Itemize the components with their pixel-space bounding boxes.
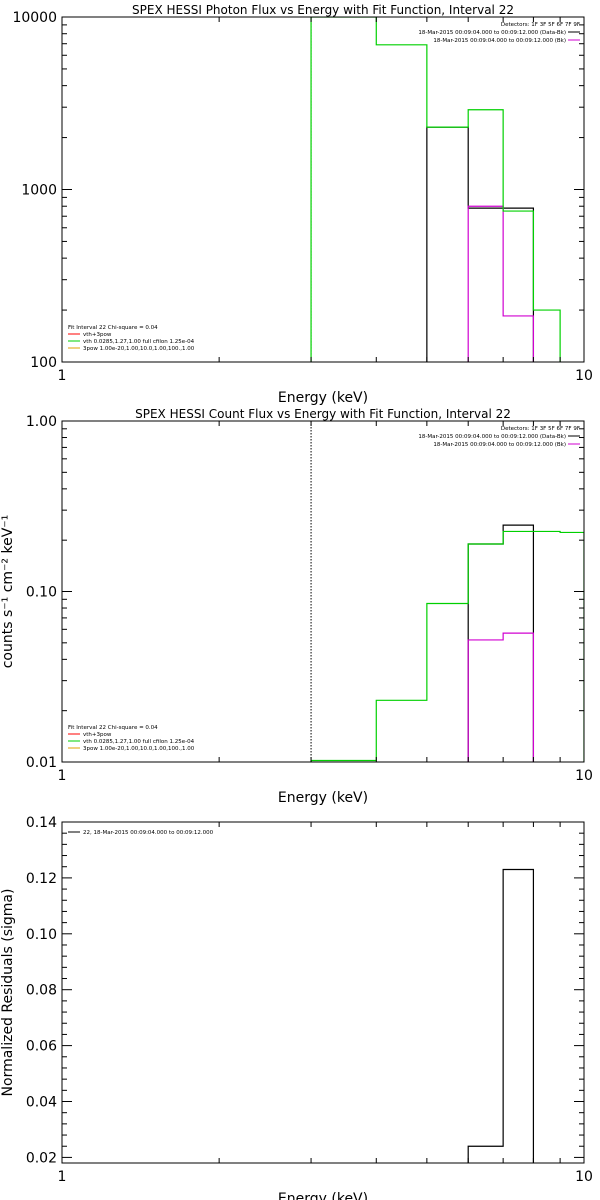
y-tick-label: 0.04	[26, 1095, 57, 1111]
legend-left-entry: vth+3pow	[83, 332, 112, 338]
axes-frame	[61, 420, 585, 763]
y-axis-label: counts s⁻¹ cm⁻² keV⁻¹	[0, 515, 16, 669]
legend-right-entry: 18-Mar-2015 00:09:04.000 to 00:09:12.000…	[433, 442, 566, 448]
chart-panel-3: 1 10 0.02 0.04 0.06 0.08 0.10 0.12 0.14 Energy (k…	[0, 815, 593, 1200]
legend-left-entry: vth 0.0285,1.27,1.00 full cfilon 1.25e-0…	[83, 739, 195, 745]
detectors-label: Detectors: 1F 3F 5F 6F 7F 9F	[501, 22, 580, 28]
detectors-label: Detectors: 1F 3F 5F 6F 7F 9F	[501, 426, 580, 432]
series-line-2	[467, 205, 535, 362]
legend-left-entry: vth 0.0285,1.27,1.00 full cfilon 1.25e-0…	[83, 339, 195, 345]
x-axis-label: Energy (keV)	[278, 390, 368, 406]
y-tick-label: 0.02	[26, 1150, 57, 1166]
series-line-3	[310, 17, 561, 362]
y-axis-label: Normalized Residuals (sigma)	[0, 889, 16, 1097]
chart-panel-1: 1 10 100 1000 10000 SPEX HESSI Photon Flux vs…	[12, 3, 592, 406]
legend-right-entry: 18-Mar-2015 00:09:04.000 to 00:09:12.000…	[418, 434, 566, 440]
plot-area	[310, 421, 584, 762]
x-tick-label: 10	[575, 768, 593, 784]
plot-area	[310, 17, 561, 362]
chart-title: SPEX HESSI Photon Flux vs Energy with Fi…	[132, 3, 514, 17]
y-tick-label: 0.08	[26, 983, 57, 999]
series-line-2	[467, 632, 535, 762]
x-tick-label: 10	[575, 1169, 593, 1185]
plot-area	[467, 868, 535, 1163]
legend-left-entry: 3pow 1.00e-20,1.00,10.0,1.00,100.,1.00	[83, 746, 195, 752]
y-tick-label: 10000	[12, 10, 57, 26]
y-tick-label: 0.14	[26, 815, 57, 831]
y-tick-label: 1000	[21, 183, 57, 199]
series-line-1	[467, 524, 535, 762]
y-tick-label: 1.00	[26, 414, 57, 430]
legend-right-entry: 18-Mar-2015 00:09:04.000 to 00:09:12.000…	[433, 38, 566, 44]
legend-left-entry: vth+3pow	[83, 732, 112, 738]
legend-left-entry: 22, 18-Mar-2015 00:09:04.000 to 00:09:12…	[83, 830, 214, 836]
y-tick-label: 0.10	[26, 585, 57, 601]
x-axis-label: Energy (keV)	[278, 1191, 368, 1200]
x-tick-label: 1	[58, 368, 67, 384]
x-tick-label: 1	[58, 1169, 67, 1185]
legend-right-entry: 18-Mar-2015 00:09:04.000 to 00:09:12.000…	[418, 30, 566, 36]
series-line-1	[426, 126, 535, 362]
y-tick-label: 0.06	[26, 1039, 57, 1055]
axes-frame	[61, 821, 585, 1164]
y-tick-label: 0.12	[26, 871, 57, 887]
chart-panel-2: 1 10 0.01 0.10 1.00 SPEX HESSI Count Flux vs …	[0, 407, 593, 806]
series-line-3	[310, 530, 584, 762]
legend-fit-info: Fit Interval 22 Chi-square = 0.04	[68, 325, 158, 331]
legend-left-entry: 3pow 1.00e-20,1.00,10.0,1.00,100.,1.00	[83, 346, 195, 352]
y-tick-label: 0.10	[26, 927, 57, 943]
legend-fit-info: Fit Interval 22 Chi-square = 0.04	[68, 725, 158, 731]
y-tick-label: 100	[30, 355, 57, 371]
chart-title: SPEX HESSI Count Flux vs Energy with Fit…	[135, 407, 511, 421]
x-axis-label: Energy (keV)	[278, 790, 368, 806]
x-tick-label: 1	[58, 768, 67, 784]
x-tick-label: 10	[575, 368, 593, 384]
series-line-1	[467, 868, 535, 1163]
y-tick-label: 0.01	[26, 755, 57, 771]
axes-frame	[61, 16, 585, 363]
